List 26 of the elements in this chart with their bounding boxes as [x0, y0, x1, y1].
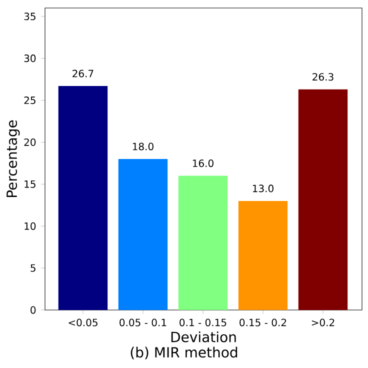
y-tick-label: 20 — [24, 138, 36, 146]
x-tick-label: 0.05 - 0.1 — [120, 318, 166, 326]
bar — [178, 176, 228, 310]
y-tick-label: 25 — [24, 96, 36, 104]
y-tick-label: 30 — [24, 54, 36, 62]
bar — [118, 159, 168, 310]
x-tick-label: 0.15 - 0.2 — [240, 318, 286, 326]
text: (b) MIR method — [130, 346, 238, 360]
x-tick-label: 0.1 - 0.15 — [180, 318, 226, 326]
y-tick-label: 5 — [30, 264, 36, 272]
y-tick-label: 10 — [24, 222, 36, 230]
bar — [298, 89, 348, 310]
y-tick-label: 35 — [24, 12, 36, 20]
data-label: 13.0 — [252, 184, 274, 192]
y-tick-label: 15 — [24, 180, 36, 188]
bar — [58, 86, 108, 310]
y-tick-label: 0 — [30, 306, 36, 314]
data-label: 18.0 — [132, 142, 154, 150]
y-axis-title: Percentage — [6, 120, 20, 198]
x-tick-label: >0.2 — [312, 318, 334, 326]
data-label: 26.7 — [72, 70, 94, 78]
data-label: 26.3 — [312, 73, 334, 81]
bar — [238, 200, 288, 310]
x-axis-title: Deviation — [171, 331, 236, 342]
data-label: 16.0 — [192, 160, 214, 168]
x-tick-label: <0.05 — [68, 318, 98, 326]
